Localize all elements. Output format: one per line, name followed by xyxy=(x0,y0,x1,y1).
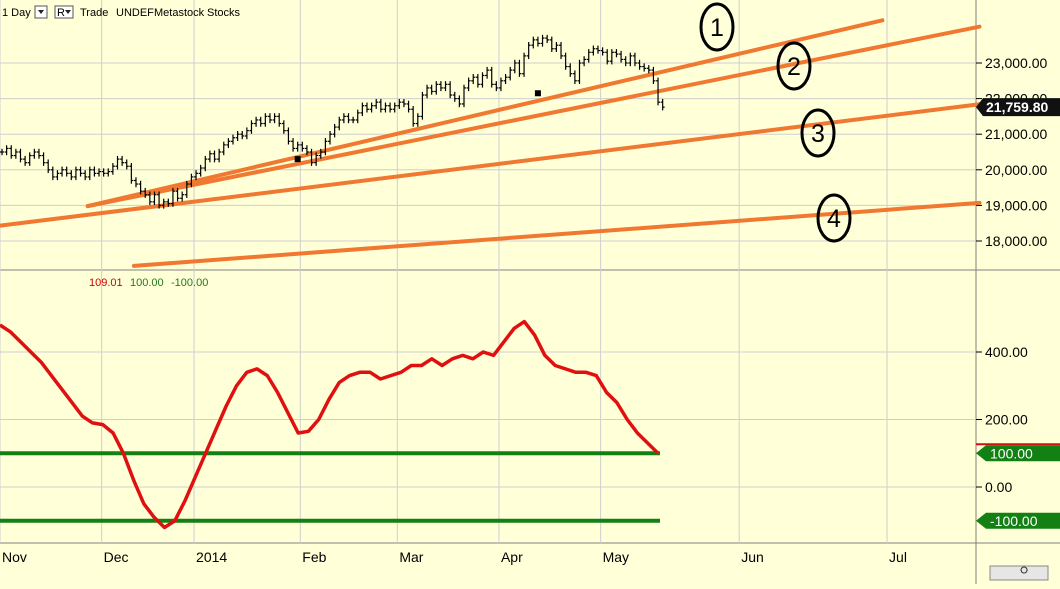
category-label: Stocks xyxy=(207,7,241,19)
time-tick-label: Jul xyxy=(889,549,907,565)
price-tick-label: 19,000.00 xyxy=(985,197,1047,213)
level-tag xyxy=(976,512,1060,529)
oscillator-line xyxy=(0,319,660,530)
last-price-tag: 21,759.80 xyxy=(976,98,1060,117)
trade-label: Trade xyxy=(80,7,108,19)
last-price-box xyxy=(976,98,1060,117)
last-price-label: 21,759.80 xyxy=(986,99,1048,115)
level-tag-label: 100.00 xyxy=(990,445,1033,461)
price-series xyxy=(0,34,665,209)
annotation-circle xyxy=(816,193,852,243)
oscillator-legend: 109.01 100.00 -100.00 xyxy=(89,277,208,289)
time-tick-label: May xyxy=(603,549,629,565)
chevron-down-icon xyxy=(38,10,44,14)
chevron-down-icon xyxy=(65,10,71,14)
trendline xyxy=(131,200,982,268)
r-button-label: R xyxy=(57,7,65,19)
price-axis: 23,000.0022,000.0021,000.0020,000.0019,0… xyxy=(976,55,1047,249)
oscillator-tick-label: 0.00 xyxy=(985,479,1012,495)
annotation-circle xyxy=(776,41,812,91)
r-button[interactable] xyxy=(54,5,74,19)
price-tick-label: 20,000.00 xyxy=(985,162,1047,178)
time-tick-label: Dec xyxy=(104,549,129,565)
source-label: Metastock xyxy=(154,7,205,19)
symbol-label: UNDEF xyxy=(116,7,154,19)
annotation-number: 3 xyxy=(811,120,825,148)
reference-levels: 100.00 -100.00 xyxy=(0,443,1060,529)
pivot-marker xyxy=(294,156,301,163)
time-tick-label: Feb xyxy=(302,549,326,565)
price-tick-label: 18,000.00 xyxy=(985,233,1047,249)
chart-header: 1 Day R Trade UNDEF Metastock Stocks xyxy=(2,5,241,19)
pivot-marker xyxy=(534,90,541,97)
price-tick-label: 21,000.00 xyxy=(985,126,1047,142)
scroll-icon xyxy=(1020,566,1028,574)
time-tick-label: Apr xyxy=(501,549,523,565)
trendline xyxy=(85,24,982,209)
time-tick-label: Nov xyxy=(2,549,27,565)
legend-value-2: 100.00 xyxy=(130,277,164,289)
annotation-circle xyxy=(699,2,735,52)
annotation-number: 1 xyxy=(710,14,724,42)
oscillator-series xyxy=(0,319,660,530)
interval-label[interactable]: 1 Day xyxy=(2,7,31,19)
time-tick-label: Jun xyxy=(741,549,764,565)
level-tag-label: -100.00 xyxy=(990,513,1038,529)
oscillator-axis: 400.00 200.00 0.00 xyxy=(976,344,1028,495)
annotation-number: 4 xyxy=(827,205,841,233)
oscillator-tick-label: 400.00 xyxy=(985,344,1028,360)
trendline-annotations: 1 2 3 4 xyxy=(699,2,852,243)
price-tick-label: 23,000.00 xyxy=(985,55,1047,71)
time-tick-label: Mar xyxy=(399,549,423,565)
legend-value-1: 109.01 xyxy=(89,277,123,289)
time-axis: Nov Dec 2014 Feb Mar Apr May Jun Jul xyxy=(2,549,907,565)
annotation-circle xyxy=(800,108,836,158)
trendline xyxy=(85,18,885,209)
legend-value-3: -100.00 xyxy=(171,277,208,289)
level-tag xyxy=(976,445,1060,462)
oscillator-tick-label: 200.00 xyxy=(985,412,1028,428)
time-tick-label: 2014 xyxy=(196,549,227,565)
annotation-number: 2 xyxy=(787,53,801,81)
scroll-button[interactable] xyxy=(989,565,1049,581)
